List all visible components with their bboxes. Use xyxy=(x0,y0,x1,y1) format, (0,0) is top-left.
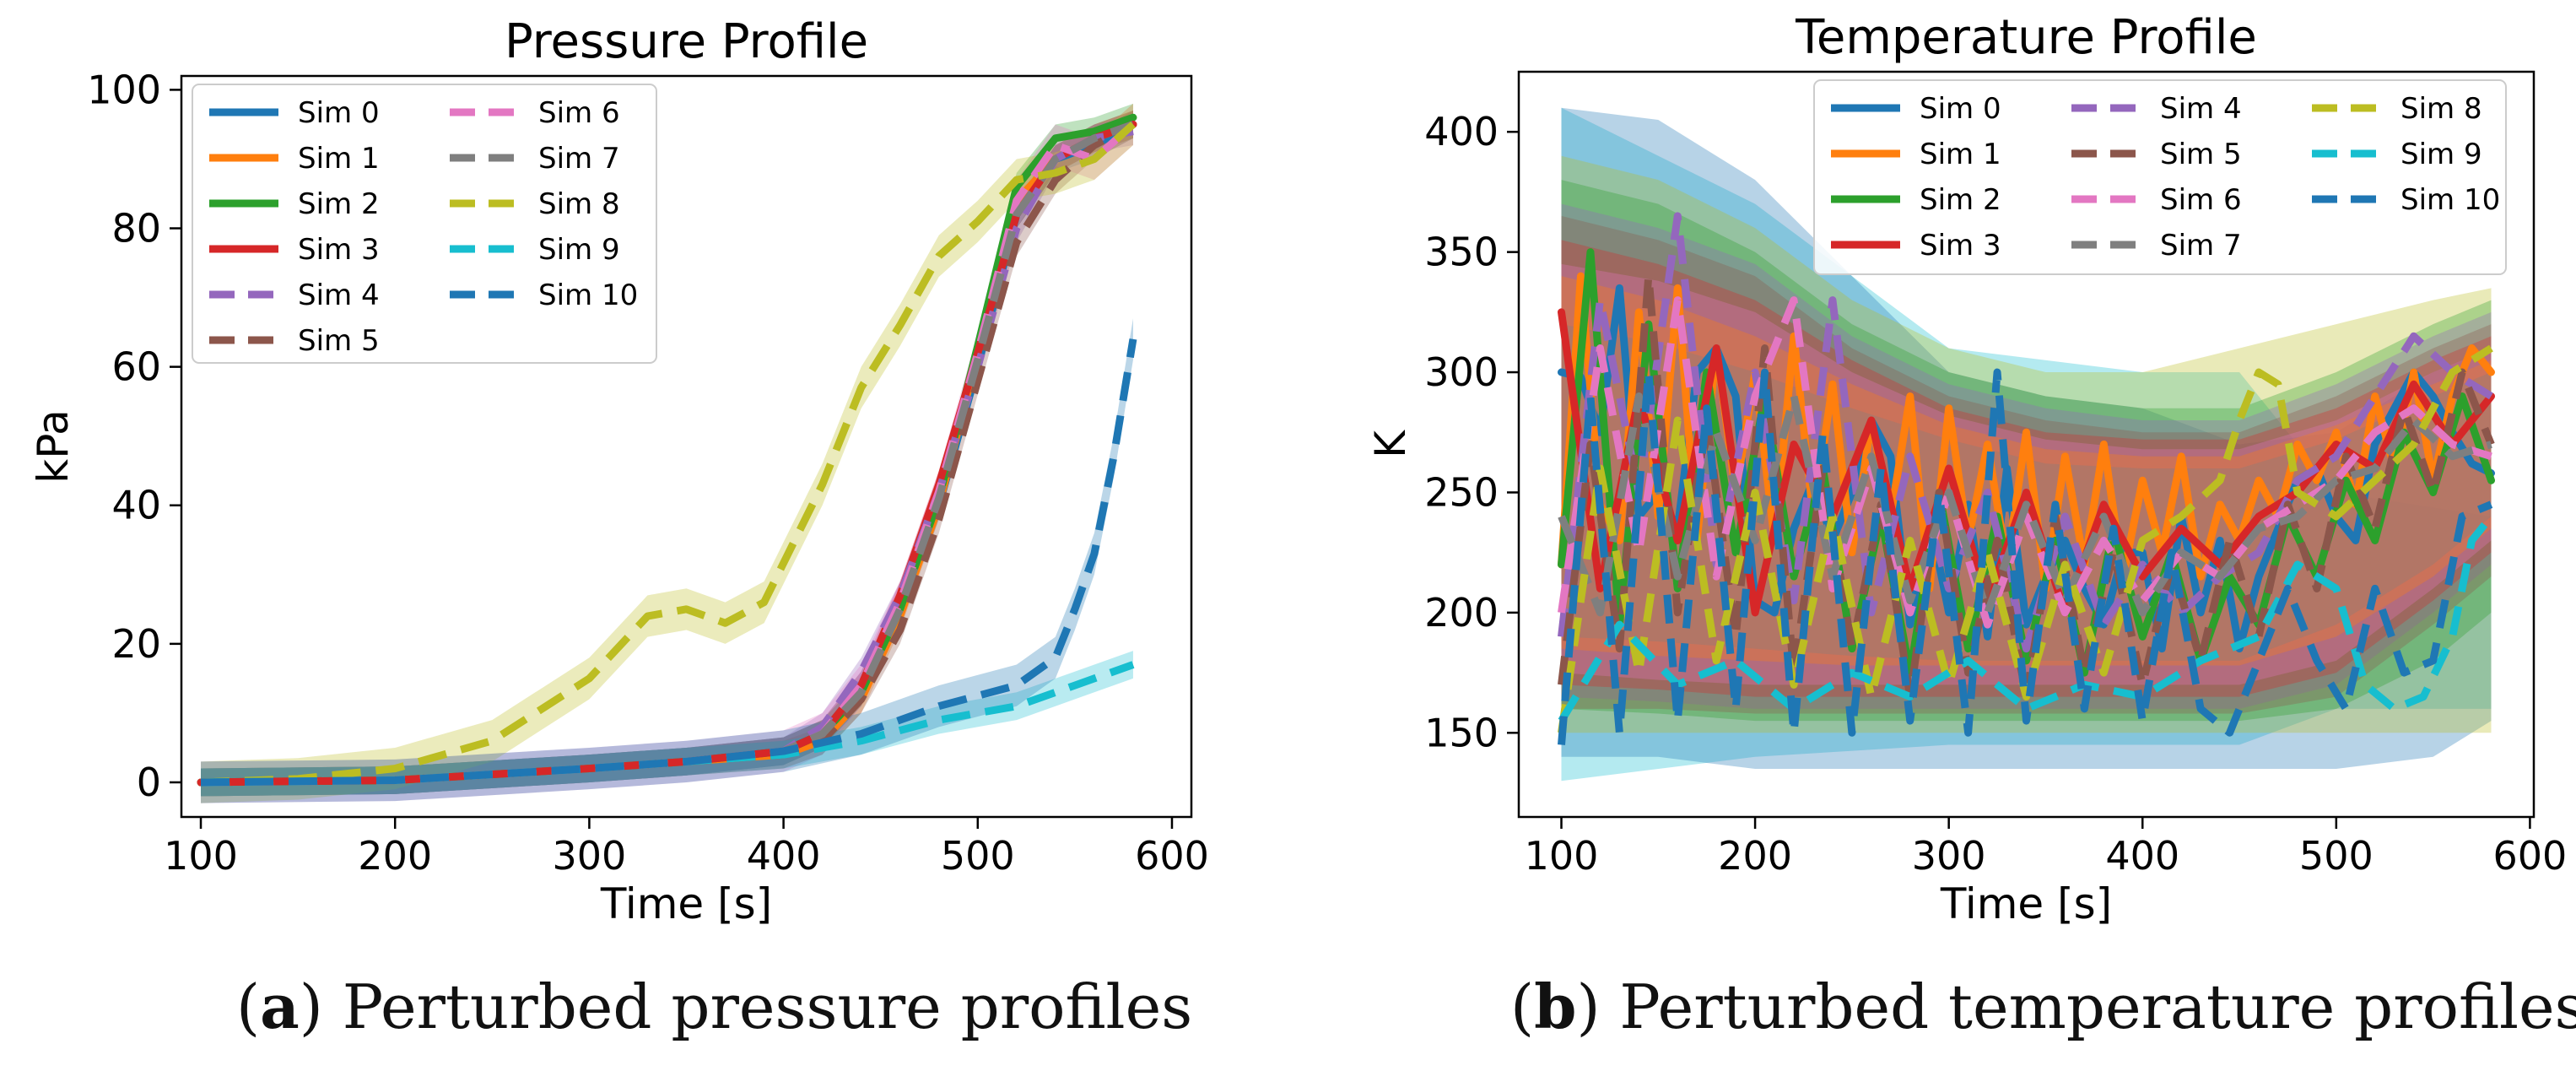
legend-label-sim-10: Sim 10 xyxy=(2400,183,2500,217)
legend-label-sim-5: Sim 5 xyxy=(2160,138,2242,171)
caption-b-text: Perturbed temperature profiles xyxy=(1619,971,2576,1042)
series-sim-9 xyxy=(1558,514,2494,723)
caption-b: (b) Perturbed temperature profiles xyxy=(1510,971,2576,1042)
legend-label-sim-0: Sim 0 xyxy=(1920,92,2001,126)
legend-label-sim-7: Sim 7 xyxy=(538,142,620,176)
x-tick-label: 100 xyxy=(1525,833,1599,879)
x-tick-label: 400 xyxy=(2105,833,2179,879)
caption-a: (a) Perturbed pressure profiles xyxy=(236,971,1193,1042)
y-axis-label: kPa xyxy=(29,409,78,484)
y-tick-label: 200 xyxy=(1424,590,1499,636)
legend-label-sim-6: Sim 6 xyxy=(538,96,620,130)
series-sim-10 xyxy=(200,338,1137,787)
y-tick-label: 350 xyxy=(1424,230,1499,275)
legend-label-sim-5: Sim 5 xyxy=(298,324,380,358)
y-tick-label: 20 xyxy=(111,621,161,667)
axes-frame xyxy=(1517,70,2535,819)
x-axis-label: Time [s] xyxy=(1940,879,2112,928)
x-tick-label: 200 xyxy=(358,833,432,879)
x-tick-label: 500 xyxy=(941,833,1015,879)
x-tick-label: 200 xyxy=(1718,833,1792,879)
legend-label-sim-4: Sim 4 xyxy=(2160,92,2242,126)
legend-label-sim-1: Sim 1 xyxy=(298,142,380,176)
temperature-chart: 100 200 300 400 500 600 150 200 250 300 350 400 Temp… xyxy=(1366,10,2567,928)
legend-label-sim-3: Sim 3 xyxy=(1920,229,2001,262)
y-tick-label: 250 xyxy=(1424,469,1499,515)
legend-box xyxy=(192,84,657,364)
y-tick-label: 100 xyxy=(87,67,161,112)
x-tick-label: 100 xyxy=(164,833,238,879)
legend: Sim 0 Sim 1 Sim 2 Sim 3 Sim 4 Sim 5 Sim 6 Sim 7… xyxy=(1813,79,2507,275)
x-tick-label: 600 xyxy=(2493,833,2568,879)
y-tick-label: 60 xyxy=(111,344,161,390)
y-axis-label: K xyxy=(1366,430,1415,458)
plot-area xyxy=(1558,107,2495,782)
legend-label-sim-9: Sim 9 xyxy=(538,233,620,267)
series-sim-3 xyxy=(1558,308,2495,617)
y-tick-label: 0 xyxy=(137,760,161,805)
y-tick-label: 150 xyxy=(1424,710,1499,755)
series-sim-7 xyxy=(1558,392,2492,617)
chart-title: Pressure Profile xyxy=(505,14,868,69)
legend-label-sim-8: Sim 8 xyxy=(2400,92,2482,126)
legend-label-sim-0: Sim 0 xyxy=(298,96,380,130)
series-sim-6 xyxy=(1558,296,2492,629)
y-tick-label: 40 xyxy=(111,483,161,528)
caption-a-text: Perturbed pressure profiles xyxy=(342,971,1193,1042)
legend-label-sim-6: Sim 6 xyxy=(2160,183,2242,217)
x-tick-label: 400 xyxy=(747,833,821,879)
x-tick-label: 300 xyxy=(1912,833,1986,879)
legend-label-sim-10: Sim 10 xyxy=(538,279,638,312)
y-tick-label: 400 xyxy=(1424,109,1499,154)
legend-box xyxy=(1813,79,2507,275)
y-tick-label: 300 xyxy=(1424,349,1499,395)
legend-label-sim-9: Sim 9 xyxy=(2400,138,2482,171)
pressure-chart: 100 200 300 400 500 600 0 20 40 60 80 100 Pressure P… xyxy=(29,14,1209,928)
legend-label-sim-2: Sim 2 xyxy=(298,187,380,221)
series-sim-10 xyxy=(1558,368,2493,745)
x-tick-label: 300 xyxy=(552,833,626,879)
legend-label-sim-7: Sim 7 xyxy=(2160,229,2242,262)
chart-title: Temperature Profile xyxy=(1795,10,2257,65)
x-tick-label: 600 xyxy=(1135,833,1209,879)
caption-b-label: b xyxy=(1534,971,1577,1042)
legend-label-sim-1: Sim 1 xyxy=(1920,138,2001,171)
axes-frame xyxy=(180,74,1193,819)
legend-label-sim-3: Sim 3 xyxy=(298,233,380,267)
caption-a-label: a xyxy=(260,971,300,1042)
series-sim-8 xyxy=(200,122,1136,787)
x-axis-label: Time [s] xyxy=(600,879,772,928)
plot-area xyxy=(197,103,1137,803)
legend-label-sim-2: Sim 2 xyxy=(1920,183,2001,217)
legend: Sim 0 Sim 1 Sim 2 Sim 3 Sim 4 Sim 5 Sim 6 Sim 7… xyxy=(192,84,657,364)
legend-label-sim-8: Sim 8 xyxy=(538,187,620,221)
legend-label-sim-4: Sim 4 xyxy=(298,279,380,312)
y-tick-label: 80 xyxy=(111,206,161,252)
x-tick-label: 500 xyxy=(2299,833,2373,879)
band-sim-10 xyxy=(201,318,1133,803)
